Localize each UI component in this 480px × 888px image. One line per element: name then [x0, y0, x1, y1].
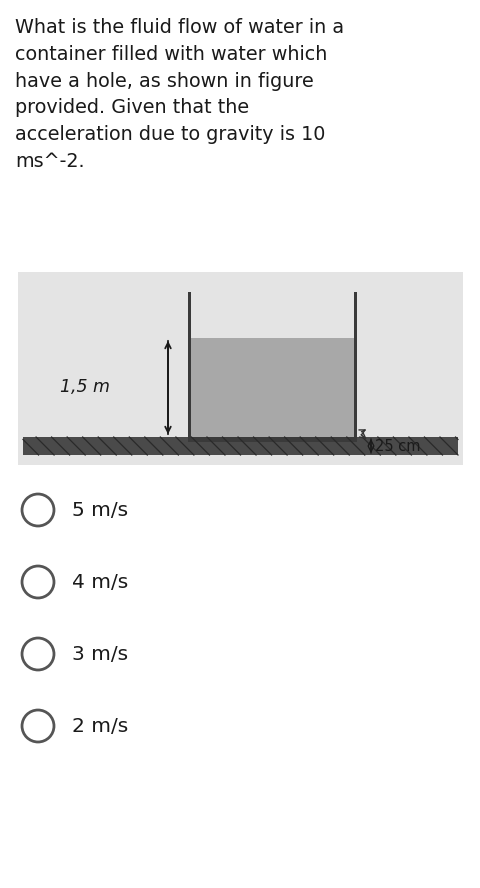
Text: 1,5 m: 1,5 m [60, 378, 109, 397]
Text: 5 m/s: 5 m/s [72, 501, 128, 519]
Text: 4 m/s: 4 m/s [72, 573, 128, 591]
Bar [191, 338, 353, 437]
Text: 3 m/s: 3 m/s [72, 645, 128, 663]
Text: 2 m/s: 2 m/s [72, 717, 128, 735]
Bar [23, 437, 457, 455]
Bar [188, 437, 356, 442]
Bar [188, 292, 191, 442]
Text: What is the fluid flow of water in a
container filled with water which
have a ho: What is the fluid flow of water in a con… [15, 18, 343, 171]
Text: 25 cm: 25 cm [374, 439, 420, 454]
Bar [353, 292, 356, 442]
Bar [18, 272, 462, 465]
